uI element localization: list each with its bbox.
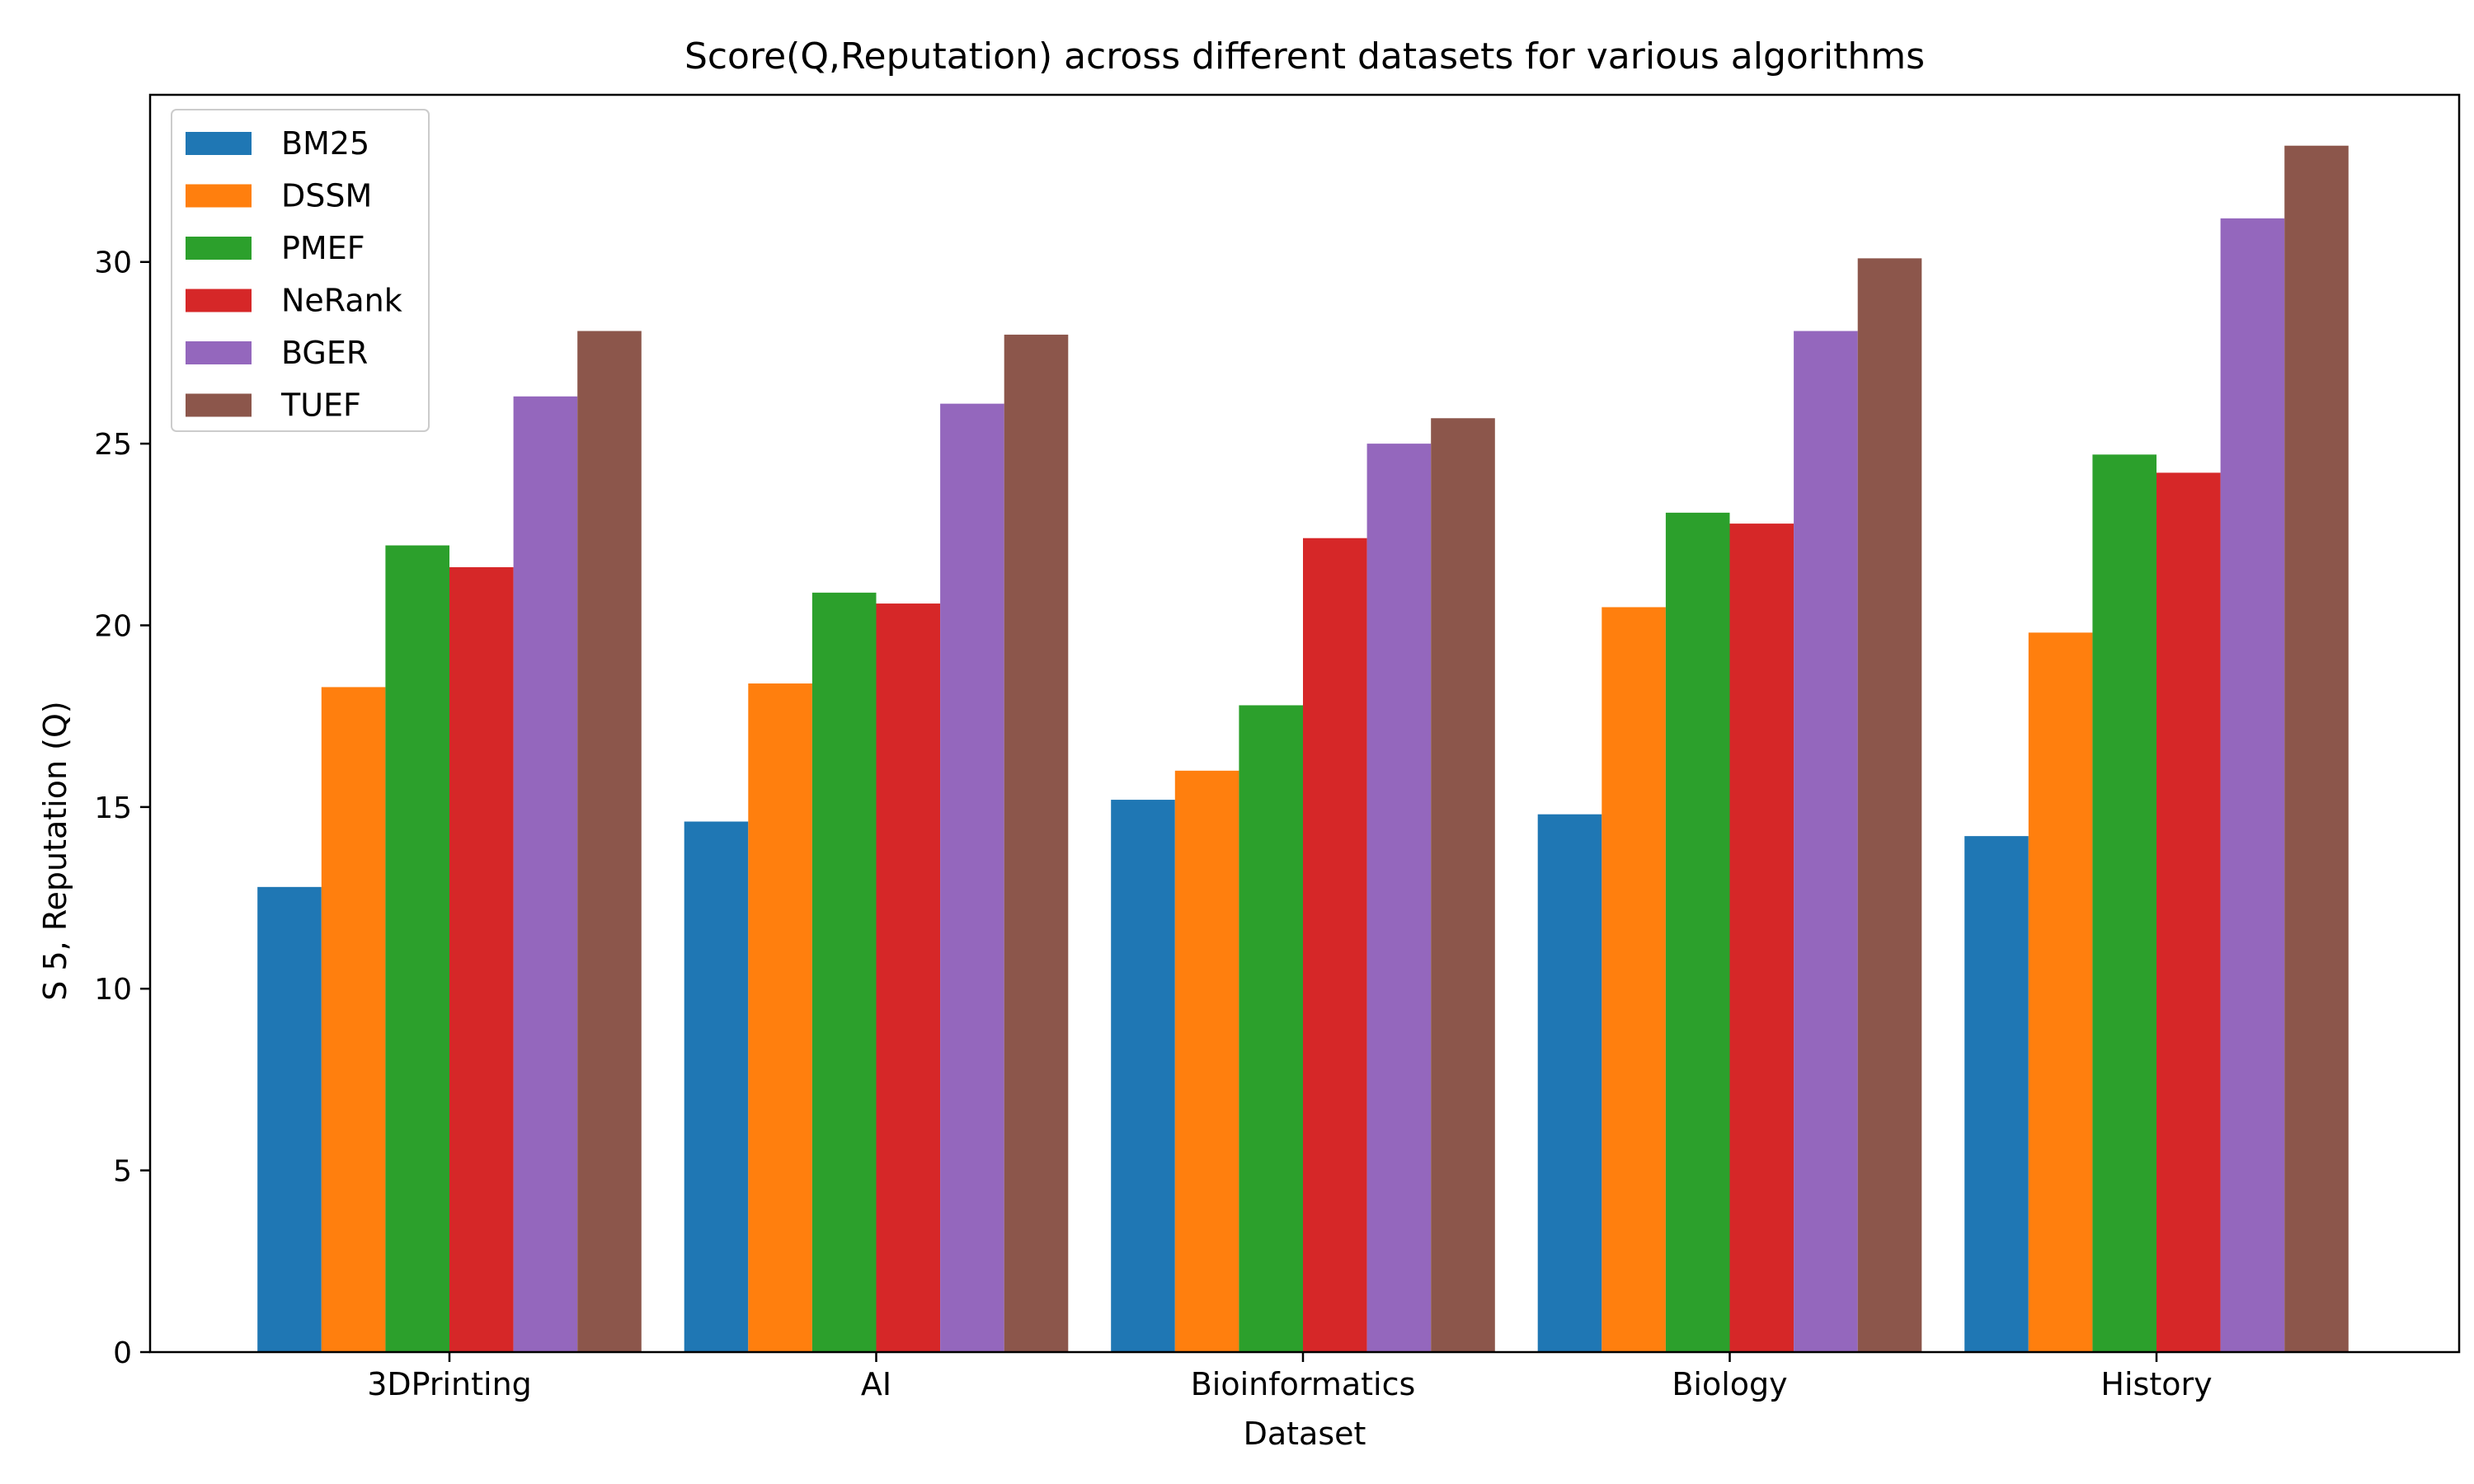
series-bm25 (257, 800, 2029, 1352)
y-tick-label: 10 (94, 973, 132, 1007)
series-nerank (449, 472, 2221, 1352)
legend-label-bger: BGER (281, 335, 368, 371)
bar-pmef-biology (1665, 512, 1730, 1352)
bar-tuef-3dprinting (577, 331, 642, 1352)
series-tuef (577, 145, 2349, 1353)
bar-bm25-history (1964, 836, 2029, 1352)
bar-tuef-history (2284, 145, 2349, 1353)
bar-dssm-3dprinting (321, 687, 386, 1352)
x-tick-label: Bioinformatics (1191, 1366, 1416, 1402)
bar-nerank-biology (1729, 524, 1794, 1352)
bar-bm25-ai (684, 821, 749, 1352)
legend-label-tuef: TUEF (280, 387, 361, 424)
bar-dssm-biology (1602, 607, 1666, 1352)
y-tick-label: 0 (113, 1336, 132, 1370)
bar-bger-ai (940, 403, 1004, 1352)
bar-nerank-ai (876, 603, 941, 1352)
axes-frame (148, 93, 2461, 1354)
legend-label-dssm: DSSM (281, 178, 372, 214)
x-tick-label: AI (861, 1366, 891, 1402)
legend-label-bm25: BM25 (281, 125, 369, 162)
y-tick-label: 30 (94, 247, 132, 280)
x-axis-label: Dataset (1244, 1416, 1366, 1452)
legend-swatch-dssm (186, 184, 252, 208)
series-dssm (321, 607, 2093, 1352)
y-tick-label: 5 (113, 1155, 132, 1189)
bar-pmef-history (2092, 454, 2157, 1352)
bar-bm25-3dprinting (257, 886, 322, 1352)
bar-nerank-history (2157, 472, 2221, 1352)
bar-bger-bioinformatics (1366, 444, 1432, 1352)
y-tick-label: 15 (94, 791, 132, 825)
legend-swatch-pmef (186, 237, 252, 260)
legend: BM25 DSSM PMEF NeRank BGER TUEF (171, 109, 430, 432)
bar-bger-biology (1794, 331, 1858, 1352)
bar-tuef-biology (1857, 258, 1922, 1353)
series-bger (513, 218, 2285, 1352)
bar-bger-3dprinting (513, 396, 578, 1352)
bar-dssm-history (2028, 632, 2093, 1352)
series-pmef (385, 454, 2157, 1352)
bar-nerank-3dprinting (449, 566, 514, 1352)
plot-area: 0 5 10 15 20 25 30 3DPrinting AI Bioinformatics Bi… (94, 93, 2461, 1402)
x-tick-label: History (2100, 1366, 2212, 1402)
legend-label-pmef: PMEF (281, 230, 365, 266)
bar-nerank-bioinformatics (1303, 538, 1367, 1352)
legend-label-nerank: NeRank (281, 283, 402, 319)
bar-bm25-bioinformatics (1111, 800, 1175, 1352)
bar-dssm-bioinformatics (1174, 770, 1239, 1352)
bar-bm25-biology (1537, 814, 1602, 1352)
bar-tuef-ai (1004, 334, 1069, 1352)
x-tick-label: 3DPrinting (367, 1366, 532, 1402)
y-tick-label: 25 (94, 428, 132, 462)
legend-swatch-bm25 (186, 132, 252, 155)
legend-swatch-nerank (186, 289, 252, 312)
bar-pmef-bioinformatics (1239, 705, 1303, 1352)
bar-dssm-ai (748, 683, 812, 1352)
bar-tuef-bioinformatics (1431, 418, 1495, 1352)
bar-bger-history (2220, 218, 2285, 1352)
chart-title: Score(Q,Reputation) across different dat… (684, 35, 1925, 77)
bar-pmef-ai (811, 592, 877, 1352)
legend-swatch-bger (186, 341, 252, 364)
x-tick-label: Biology (1672, 1366, 1787, 1402)
bar-pmef-3dprinting (385, 545, 449, 1352)
y-tick-label: 20 (94, 609, 132, 643)
y-axis-label: S 5, Reputation (Q) (37, 701, 73, 1000)
legend-swatch-tuef (186, 393, 252, 417)
